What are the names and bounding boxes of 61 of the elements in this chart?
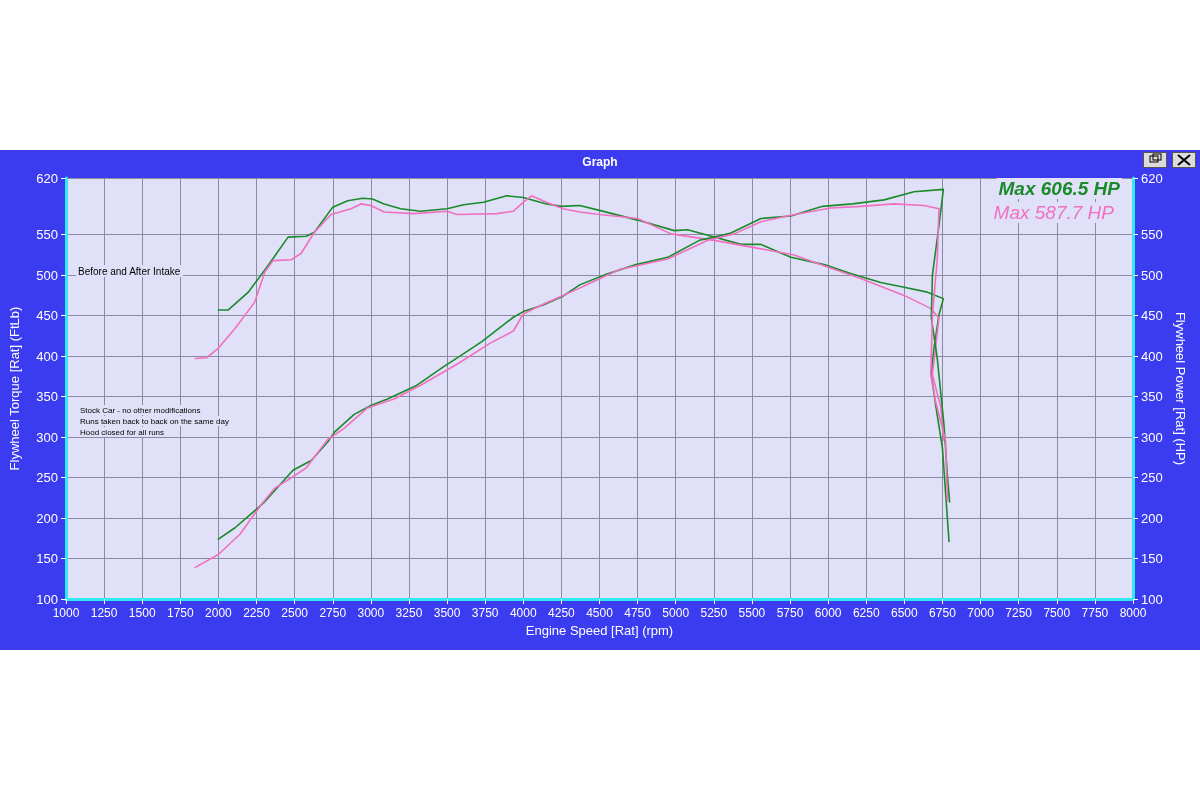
y2-tick-label: 400: [1141, 348, 1163, 364]
x-tick-label: 3500: [433, 606, 461, 620]
y-tick-label: 300: [36, 429, 58, 445]
y-tick-label: 100: [36, 591, 58, 607]
y2-tick-label: 620: [1141, 170, 1163, 186]
x-tick-label: 5000: [662, 606, 690, 620]
y-tick-label: 200: [36, 510, 58, 526]
y2-tick-label: 200: [1141, 510, 1163, 526]
x-tick-label: 3250: [395, 606, 423, 620]
x-tick-label: 4750: [624, 606, 652, 620]
x-tick-label: 4000: [509, 606, 537, 620]
y2-axis-title: Flywheel Power [Rat] (HP): [1172, 311, 1188, 466]
x-tick-label: 2500: [281, 606, 309, 620]
annotation: Stock Car - no other modifications: [80, 405, 201, 415]
x-tick-label: 1250: [90, 606, 118, 620]
x-tick-label: 7000: [967, 606, 995, 620]
y-axis-title: Flywheel Torque [Rat] (FtLb): [7, 306, 22, 471]
annotation: Max 606.5 HP: [998, 178, 1121, 199]
y2-tick-label: 550: [1141, 227, 1163, 243]
x-tick-label: 1750: [166, 606, 194, 620]
x-tick-label: 6500: [891, 606, 919, 620]
x-tick-label: 7750: [1081, 606, 1109, 620]
y-tick-label: 500: [36, 267, 58, 283]
annotation: Max 587.7 HP: [993, 202, 1115, 223]
y-tick-label: 250: [36, 470, 58, 486]
x-tick-label: 3000: [357, 606, 385, 620]
x-tick-label: 5750: [776, 606, 804, 620]
x-tick-label: 2250: [243, 606, 271, 620]
x-tick-label: 4250: [548, 606, 576, 620]
x-tick-label: 1500: [128, 606, 156, 620]
x-tick-label: 4500: [586, 606, 614, 620]
x-axis-title: Engine Speed [Rat] (rpm): [525, 622, 674, 638]
y2-tick-label: 300: [1141, 429, 1163, 445]
x-tick-label: 6250: [852, 606, 880, 620]
y2-tick-label: 250: [1141, 470, 1163, 486]
y2-tick-label: 450: [1141, 308, 1163, 324]
x-tick-label: 5250: [700, 606, 728, 620]
x-tick-label: 2000: [205, 606, 233, 620]
x-tick-label: 6750: [929, 606, 957, 620]
y-tick-label: 400: [36, 348, 58, 364]
y-tick-label: 350: [36, 389, 58, 405]
x-tick-label: 8000: [1119, 606, 1147, 620]
y-tick-label: 550: [36, 227, 58, 243]
chart-title: Graph: [582, 155, 618, 169]
x-tick-label: 2750: [319, 606, 347, 620]
x-tick-label: 7500: [1043, 606, 1071, 620]
annotation: Runs taken back to back on the same day: [80, 416, 229, 426]
x-tick-label: 6000: [814, 606, 842, 620]
y-tick-label: 150: [36, 551, 58, 567]
y-tick-label: 450: [36, 308, 58, 324]
x-tick-label: 1000: [52, 606, 80, 620]
x-tick-label: 5500: [738, 606, 766, 620]
y2-tick-label: 500: [1141, 267, 1163, 283]
annotation: Before and After Intake: [78, 265, 181, 277]
annotation: Hood closed for all runs: [80, 427, 165, 437]
y2-tick-label: 100: [1141, 591, 1163, 607]
y2-tick-label: 150: [1141, 551, 1163, 567]
y2-tick-label: 350: [1141, 389, 1163, 405]
x-tick-label: 7250: [1005, 606, 1033, 620]
x-tick-label: 3750: [471, 606, 499, 620]
y-tick-label: 620: [36, 170, 58, 186]
